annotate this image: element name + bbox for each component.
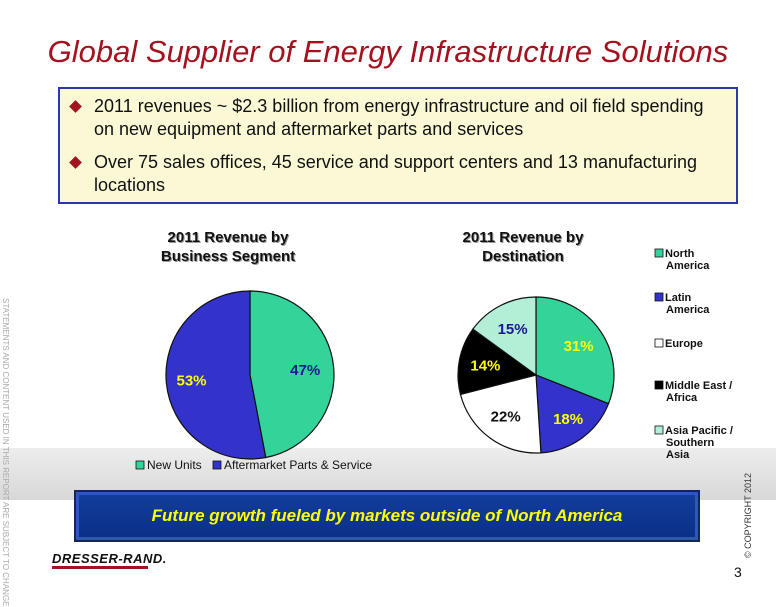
legend-swatch: [654, 292, 664, 302]
bullet-item: Over 75 sales offices, 45 service and su…: [68, 151, 726, 197]
growth-banner: Future growth fueled by markets outside …: [74, 490, 700, 542]
chart-title-line: Destination: [482, 248, 564, 265]
chart-title-line: 2011 Revenue by: [462, 229, 584, 246]
legend-label: Middle East /: [665, 380, 732, 392]
legend-label: Aftermarket Parts & Service: [224, 458, 372, 472]
logo-underline: [52, 566, 148, 569]
chart-title-destination: 2011 Revenue by Destination: [418, 228, 628, 266]
pie-slice: [472, 296, 537, 377]
slice-label: 53%: [176, 373, 206, 390]
legend-swatch: [654, 380, 664, 390]
pie-slice: [535, 296, 615, 405]
legend-swatch: [212, 460, 222, 470]
legend-swatch: [654, 338, 664, 348]
chart-title-line: Business Segment: [160, 248, 296, 265]
slice-label: 18%: [553, 411, 583, 428]
slice-label: 15%: [498, 321, 528, 338]
slice-label: 47%: [290, 362, 320, 379]
slide-title: Global Supplier of Energy Infrastructure…: [47, 34, 729, 69]
legend-label: Southern: [666, 437, 715, 449]
legend-label: America: [666, 260, 710, 272]
legend-swatch: [654, 248, 664, 258]
legend-label: Africa: [666, 392, 698, 404]
slice-label: 31%: [564, 338, 594, 355]
bullet-box: 2011 revenues ~ $2.3 billion from energy…: [58, 87, 738, 204]
legend-label: Asia Pacific /: [665, 425, 733, 437]
page-number: 3: [734, 564, 742, 580]
bullet-text: 2011 revenues ~ $2.3 billion from energy…: [94, 96, 704, 139]
copyright-notice: © COPYRIGHT 2012: [743, 473, 753, 558]
legend-label: Latin: [665, 292, 692, 304]
pie-slice: [249, 290, 335, 459]
chart-title-line: 2011 Revenue by: [167, 229, 289, 246]
pie-slice: [535, 374, 610, 454]
legend-swatch: [135, 460, 145, 470]
dresser-rand-logo: DRESSER-RAND.: [52, 551, 167, 566]
pie-slice: [165, 290, 267, 460]
legend-label: Europe: [665, 338, 703, 350]
legend-label: America: [666, 304, 710, 316]
chart-title-segment: 2011 Revenue by Business Segment: [118, 228, 338, 266]
legend-swatch: [654, 425, 664, 435]
bullet-item: 2011 revenues ~ $2.3 billion from energy…: [68, 95, 726, 141]
legend-label: New Units: [147, 458, 202, 472]
legend-label: Asia: [666, 449, 690, 461]
pie-slice: [457, 328, 538, 396]
slice-label: 14%: [470, 357, 500, 374]
pie-slice: [459, 374, 542, 454]
slice-label: 22%: [491, 409, 521, 426]
bullet-text: Over 75 sales offices, 45 service and su…: [94, 152, 698, 195]
legend-label: North: [665, 248, 695, 260]
